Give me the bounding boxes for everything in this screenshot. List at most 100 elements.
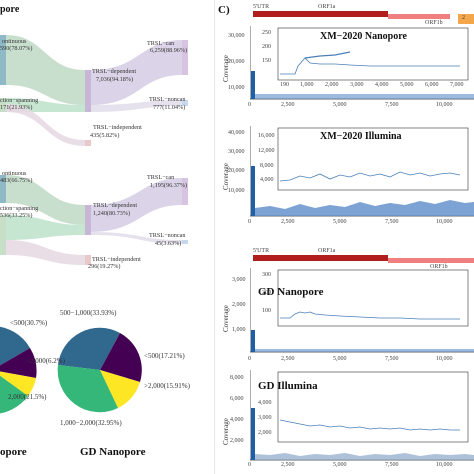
label-independent: TRSL−independent [93, 124, 142, 131]
ytick: 30,000 [228, 149, 245, 155]
utr-label: 5'UTR [253, 4, 270, 10]
plot-area [250, 26, 474, 100]
ytick: 3,000 [232, 277, 246, 283]
inset-ytick: 100 [262, 308, 271, 314]
ytick: 8,000 [230, 375, 244, 381]
ylabel: Coverage [222, 305, 230, 332]
xtick: 5,000 [333, 356, 347, 362]
next-orf-label: 2 [462, 15, 465, 21]
xtick: 5,000 [333, 102, 347, 108]
ytick: 2,000 [232, 302, 246, 308]
ytick: 4,000 [230, 417, 244, 423]
node-dependent [85, 70, 91, 112]
inset-xtick: 6,000 [425, 82, 439, 88]
pie-right-label-lt500: <500(17.21%) [144, 352, 185, 360]
xtick: 10,000 [436, 102, 453, 108]
xtick: 2,500 [281, 462, 295, 468]
orf1a-bar [253, 11, 388, 17]
ytick: 6,000 [230, 396, 244, 402]
label-independent-count: 296(19.27%) [88, 263, 121, 270]
ytick: 40,000 [228, 130, 245, 136]
node-spanning [0, 98, 6, 112]
pie-charts [0, 326, 142, 414]
xtick: 7,500 [385, 102, 399, 108]
chart-title: GD Illumina [258, 380, 318, 392]
orf1b-bar [388, 14, 450, 19]
orf1b-bar [388, 258, 474, 263]
pie-right-label-top: 500−1,000(33.93%) [60, 309, 117, 317]
xtick: 2,500 [281, 219, 295, 225]
panel-divider [214, 0, 215, 474]
label-spanning-count: 536(33.25%) [0, 212, 33, 219]
sankey-bottom-flows [0, 175, 188, 265]
pie-right-label-gt2000: >2,000(15.91%) [144, 382, 190, 390]
orf1b-label: ORF1b [425, 20, 443, 26]
xtick: 0 [248, 102, 251, 108]
xtick: 7,500 [385, 219, 399, 225]
plot-area [250, 370, 474, 461]
chart-title: GD Nanopore [258, 286, 324, 298]
pie-right-label-1000-2000: 1,000−2,000(32.95%) [60, 419, 122, 427]
inset-xtick: 1,000 [300, 82, 314, 88]
orf1a-label: ORF1a [318, 4, 336, 10]
label-can-count: 6,259(88.96%) [150, 47, 188, 54]
orf1a-bar [253, 255, 388, 261]
inset-xtick: 3,000 [350, 82, 364, 88]
next-orf-bar [458, 14, 474, 24]
xtick: 0 [248, 219, 251, 225]
label-independent-count: 435(5.82%) [90, 132, 120, 139]
xtick: 10,000 [436, 219, 453, 225]
label-dependent: TRSL−dependent [92, 68, 137, 75]
panel-c-letter: C) [218, 4, 230, 16]
pie-left-label-b: >2,000(6.2%) [26, 357, 65, 365]
label-continuous-count: 590(78.07%) [0, 45, 33, 52]
xtick: 10,000 [436, 462, 453, 468]
xtick: 10,000 [436, 356, 453, 362]
orf1b-label: ORF1b [430, 264, 448, 270]
label-dependent-count: 1,240(80.73%) [93, 210, 131, 217]
plot-area [250, 268, 474, 353]
label-dependent: TRSL−dependent [93, 202, 138, 209]
inset-ytick: 200 [262, 290, 271, 296]
pie-left-caption: opore [0, 446, 27, 458]
xtick: 2,500 [281, 102, 295, 108]
inset-ytick: 8,000 [260, 163, 274, 169]
inset-ytick: 2,000 [258, 430, 272, 436]
ytick: 1,000 [232, 327, 246, 333]
xtick: 7,500 [385, 462, 399, 468]
inset-ytick: 3,000 [258, 415, 272, 421]
inset-ytick: 300 [262, 272, 271, 278]
ylabel: Coverage [222, 418, 230, 445]
label-can-count: 1,195(96.37%) [150, 182, 188, 189]
label-spanning: ction−spanning [0, 205, 39, 212]
inset-xtick: 190 [280, 82, 289, 88]
plot-area [250, 126, 474, 217]
label-spanning: ction−spanning [0, 97, 39, 104]
label-independent: TRSL−independent [92, 256, 141, 263]
orf1a-label: ORF1a [318, 248, 336, 254]
ytick: 20,000 [228, 168, 245, 174]
xtick: 7,500 [385, 356, 399, 362]
label-spanning-count: 171(21.93%) [0, 104, 33, 111]
inset-xtick: 2,000 [325, 82, 339, 88]
inset-ytick: 12,000 [258, 148, 275, 154]
node-noncan [182, 100, 188, 106]
sankey-top-flows [0, 35, 188, 146]
label-continuous-count: 483(66.75%) [0, 177, 33, 184]
node-can [182, 40, 188, 75]
label-continuous: ontinuous [2, 170, 27, 177]
label-continuous: ontinuous [2, 38, 27, 45]
ytick: 10,000 [228, 188, 245, 194]
label-noncan-count: 777(11.04%) [153, 104, 186, 111]
inset-ytick: 4,000 [258, 400, 272, 406]
label-dependent-count: 7,036(94.18%) [96, 76, 134, 83]
chart-title: XM−2020 Nanopore [320, 31, 407, 42]
label-noncan: TRSL−noncan [149, 232, 186, 239]
label-can: TRSL−can [147, 40, 175, 47]
node-continuous [0, 35, 6, 85]
inset-xtick: 7,000 [450, 82, 464, 88]
pie-left-label-a: <500(30.7%) [10, 319, 48, 327]
utr-label: 5'UTR [253, 248, 270, 254]
xtick: 0 [248, 462, 251, 468]
node-independent [85, 140, 91, 146]
